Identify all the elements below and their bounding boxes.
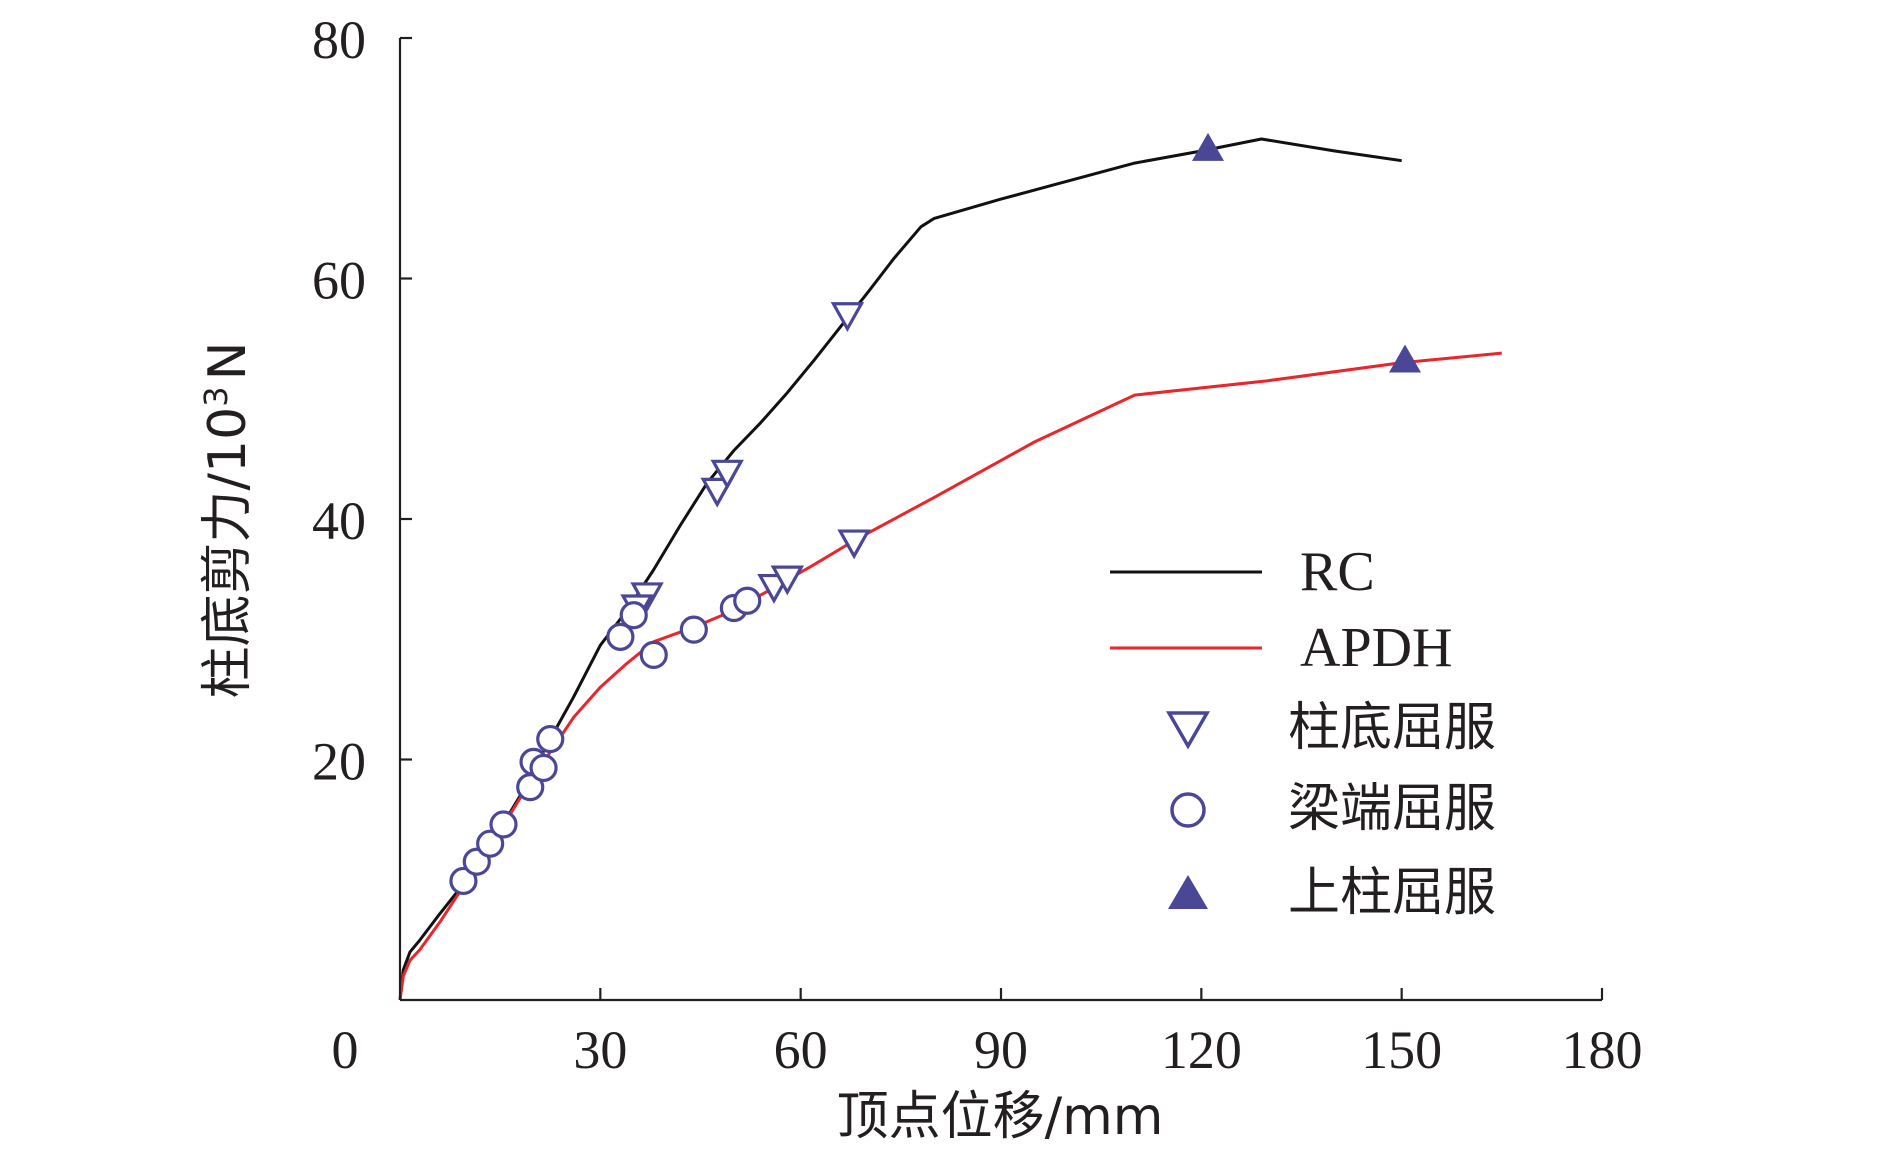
legend-circle-icon — [1170, 792, 1206, 828]
marker-column-base-yield — [837, 529, 871, 560]
y-tick-label: 60 — [312, 251, 366, 311]
marker-beam-end-yield — [679, 615, 708, 644]
marker-column-base-yield — [770, 565, 805, 596]
y-axis-title-tail: N — [198, 342, 258, 381]
y-tick-label: 80 — [312, 10, 366, 70]
x-tick-label: 180 — [1562, 1020, 1643, 1080]
legend-label-beam-end-yield: 梁端屈服 — [1288, 779, 1496, 839]
origin-label: 0 — [332, 1020, 359, 1080]
marker-beam-end-yield — [449, 866, 478, 896]
marker-upper-column-yield — [1389, 344, 1422, 373]
legend-triangle-up-icon — [1168, 875, 1208, 909]
y-axis-title-sup: 3 — [197, 386, 235, 406]
marker-beam-end-yield — [619, 601, 648, 630]
y-axis-title-main: 柱底剪力/10 — [198, 407, 258, 699]
x-tick-label: 60 — [774, 1020, 828, 1080]
x-tick-label: 90 — [974, 1020, 1028, 1080]
legend-label-upper-column-yield: 上柱屈服 — [1288, 863, 1496, 923]
y-axis-title: 柱底剪力/103 N — [197, 342, 258, 699]
marker-beam-end-yield — [606, 622, 635, 651]
legend-label-apdh: APDH — [1300, 617, 1452, 679]
x-tick-label: 150 — [1361, 1020, 1442, 1080]
marker-column-base-yield — [700, 477, 734, 508]
marker-upper-column-yield — [1192, 132, 1225, 161]
marker-column-base-yield — [710, 459, 744, 490]
series-line-rc — [398, 137, 1402, 1001]
marker-beam-end-yield — [536, 724, 565, 754]
marker-beam-end-yield — [489, 810, 518, 839]
marker-beam-end-yield — [639, 640, 668, 669]
marker-beam-end-yield — [529, 753, 558, 783]
legend-triangle-down-icon — [1165, 711, 1211, 750]
marker-column-base-yield — [830, 302, 865, 333]
marker-beam-end-yield — [733, 586, 762, 615]
x-axis-title: 顶点位移/mm — [837, 1087, 1164, 1147]
y-tick-label: 20 — [312, 732, 366, 792]
tick-layer: 30 60 90 120 150 180 20 40 60 80 — [312, 10, 1643, 1080]
legend: RC APDH 柱底屈服 梁端屈服 上柱屈服 — [1110, 541, 1496, 923]
marker-beam-end-yield — [476, 829, 505, 858]
marker-layer — [449, 132, 1422, 896]
plot-area: 30 60 90 120 150 180 20 40 60 80 — [312, 10, 1643, 1080]
x-tick-label: 30 — [573, 1020, 627, 1080]
y-tick-label: 40 — [312, 491, 366, 551]
x-tick-label: 120 — [1161, 1020, 1242, 1080]
legend-label-column-base-yield: 柱底屈服 — [1288, 698, 1496, 758]
legend-label-rc: RC — [1300, 541, 1375, 603]
